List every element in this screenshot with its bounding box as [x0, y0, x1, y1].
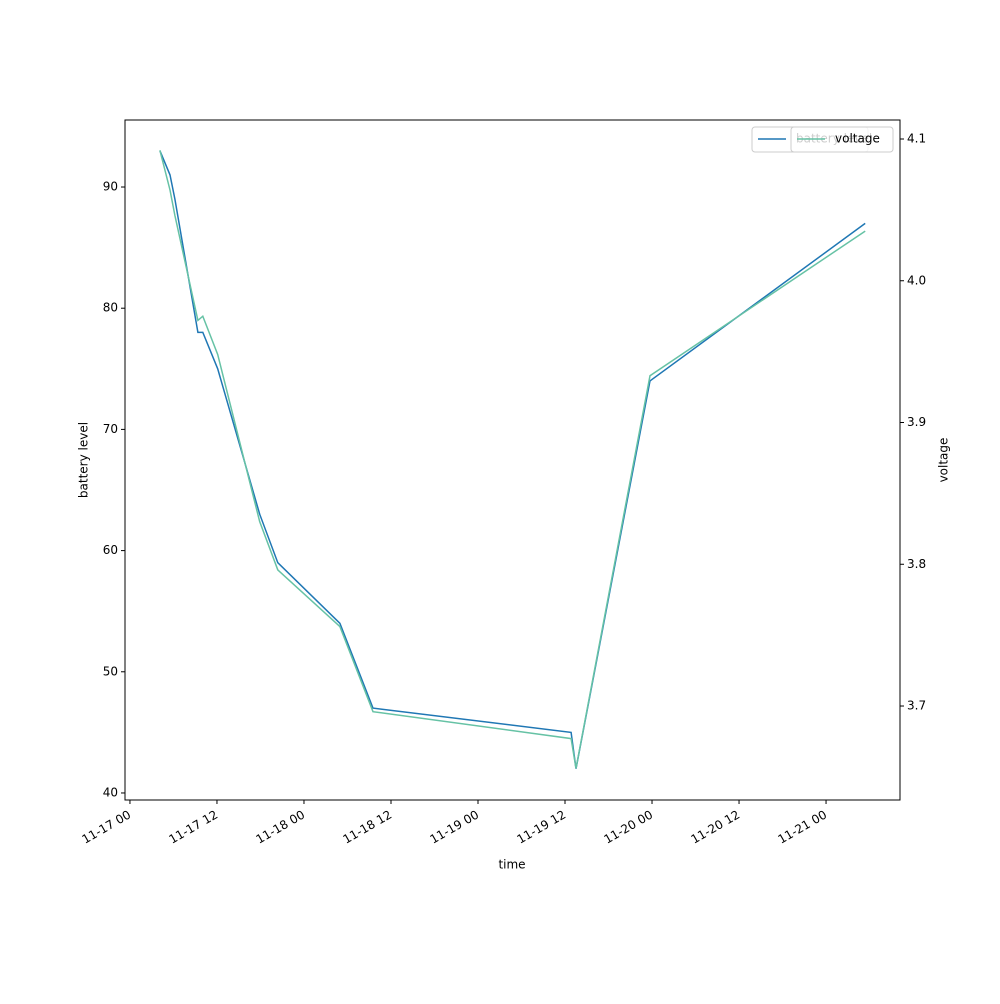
- y2-tick-label: 3.7: [907, 699, 926, 713]
- x-axis-label: time: [498, 858, 525, 872]
- y2-tick-label: 3.8: [907, 557, 926, 571]
- y-tick-label: 80: [103, 301, 118, 315]
- x-tick-label: 11-21 00: [776, 808, 830, 847]
- plot-frame: [124, 119, 901, 801]
- y-tick-label: 70: [103, 422, 118, 436]
- y-tick-label: 90: [103, 180, 118, 194]
- x-tick-label: 11-18 00: [254, 808, 308, 847]
- x-tick-label: 11-17 00: [79, 808, 133, 847]
- legend-box: [790, 126, 894, 153]
- y2-axis-label: voltage: [937, 438, 951, 483]
- x-tick-label: 11-18 12: [341, 808, 395, 847]
- y-tick-label: 50: [103, 664, 118, 678]
- series-line: [159, 150, 866, 769]
- y2-tick-label: 4.0: [907, 273, 926, 287]
- y2-tick-label: 4.1: [907, 131, 926, 145]
- y2-tick-label: 3.9: [907, 415, 926, 429]
- legend-label: voltage: [835, 132, 880, 146]
- x-tick-label: 11-20 12: [689, 808, 743, 847]
- series-line: [159, 150, 866, 769]
- y-tick-label: 40: [103, 785, 118, 799]
- y-tick-label: 60: [103, 543, 118, 557]
- x-tick-label: 11-20 00: [602, 808, 656, 847]
- x-tick-label: 11-19 12: [515, 808, 569, 847]
- x-tick-label: 11-17 12: [166, 808, 220, 847]
- x-tick-label: 11-19 00: [428, 808, 482, 847]
- y-axis-label: battery level: [77, 422, 91, 498]
